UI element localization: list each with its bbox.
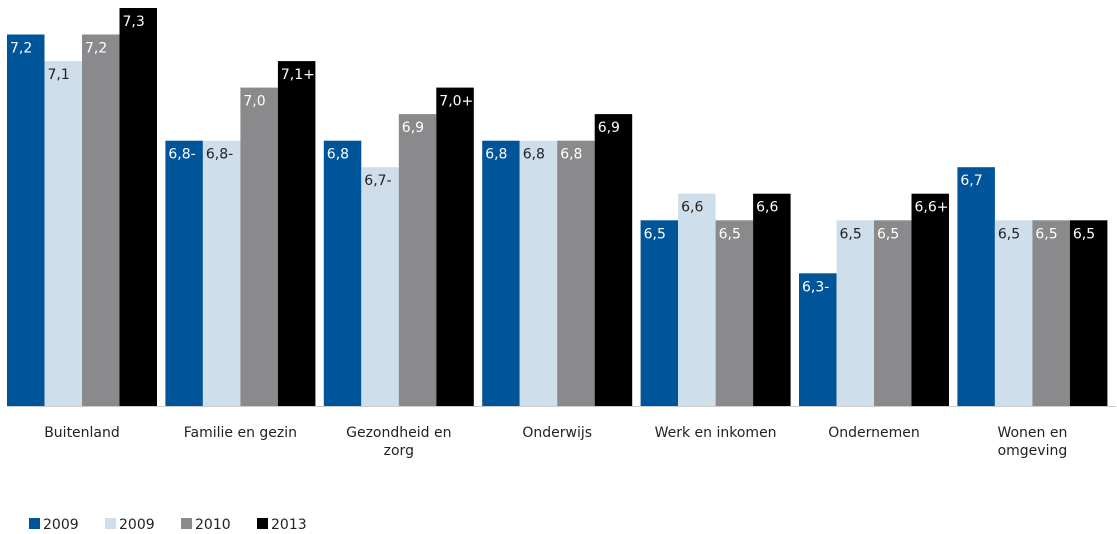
- bar: [436, 87, 474, 406]
- bar-labels-group: 7,2 7,1 7,2 7,3 6,8- 6,8- 7,0 7,1+ 6,8 6,7- 6,9 7,0…: [10, 14, 1095, 295]
- bar: [44, 61, 82, 406]
- bar: [994, 220, 1033, 406]
- bar-value-label: 6,8-: [168, 147, 195, 163]
- bar-value-label: 7,3: [123, 14, 145, 30]
- legend-swatch: [105, 518, 116, 529]
- bar-value-label: 6,7: [960, 173, 982, 189]
- legend-label: 2009: [119, 517, 155, 533]
- bar: [911, 193, 949, 406]
- category-label-line: Familie en gezin: [184, 425, 297, 441]
- bar: [557, 140, 595, 406]
- category-label: Ondernemen: [828, 425, 920, 441]
- bar-value-label: 6,6: [756, 200, 778, 216]
- bar-value-label: 7,0: [243, 94, 265, 110]
- bar-value-label: 6,8: [560, 147, 582, 163]
- category-label-line: Ondernemen: [828, 425, 920, 441]
- bar: [323, 140, 362, 406]
- bar-value-label: 7,1: [48, 67, 70, 83]
- bar: [240, 87, 278, 406]
- legend: 2009 2009 2010 2013: [29, 517, 307, 533]
- bar: [874, 220, 912, 406]
- legend-swatch: [181, 518, 192, 529]
- category-label-line: omgeving: [998, 443, 1068, 459]
- bar: [398, 114, 437, 406]
- bar-value-label: 6,9: [598, 120, 620, 136]
- category-label: Wonen en omgeving: [997, 425, 1067, 459]
- bar: [678, 193, 716, 406]
- legend-label: 2009: [43, 517, 79, 533]
- bar: [594, 114, 633, 406]
- bar: [202, 140, 241, 406]
- bar-value-label: 6,8: [523, 147, 545, 163]
- bar-value-label: 6,6: [681, 200, 703, 216]
- bar: [640, 220, 679, 406]
- category-label-line: Gezondheid en: [346, 425, 451, 441]
- category-label-line: Werk en inkomen: [655, 425, 777, 441]
- category-label-line: zorg: [384, 443, 414, 459]
- category-label: Familie en gezin: [184, 425, 297, 441]
- bar-value-label: 6,7-: [364, 173, 391, 189]
- bar: [7, 34, 45, 406]
- bar-value-label: 6,5: [840, 226, 862, 242]
- category-label: Gezondheid en zorg: [346, 425, 451, 459]
- bar: [119, 8, 157, 406]
- category-label: Buitenland: [44, 425, 120, 441]
- bar: [799, 273, 837, 406]
- bar-value-label: 7,0+: [439, 94, 473, 110]
- bar: [165, 140, 203, 406]
- bar: [277, 61, 316, 406]
- category-label-line: Buitenland: [44, 425, 120, 441]
- category-label: Werk en inkomen: [655, 425, 777, 441]
- bar: [361, 167, 399, 406]
- bar-value-label: 6,5: [1035, 226, 1057, 242]
- bar-value-label: 6,8: [327, 147, 349, 163]
- bar: [82, 34, 120, 406]
- bar-value-label: 6,5: [719, 226, 741, 242]
- category-label-line: Wonen en: [997, 425, 1067, 441]
- category-label-line: Onderwijs: [522, 425, 592, 441]
- bar-value-label: 6,8: [485, 147, 507, 163]
- bar-value-label: 6,5: [644, 226, 666, 242]
- legend-swatch: [257, 518, 268, 529]
- bar-value-label: 6,6+: [915, 200, 949, 216]
- bar: [482, 140, 520, 406]
- bar-value-label: 6,5: [1073, 226, 1095, 242]
- bar: [715, 220, 754, 406]
- bar-value-label: 7,2: [85, 41, 107, 57]
- bar-value-label: 6,5: [998, 226, 1020, 242]
- bar-value-label: 6,9: [402, 120, 424, 136]
- category-label: Onderwijs: [522, 425, 592, 441]
- bar-value-label: 7,1+: [281, 67, 315, 83]
- legend-swatch: [29, 518, 40, 529]
- bar: [519, 140, 558, 406]
- bar: [957, 167, 995, 406]
- bar: [753, 193, 791, 406]
- category-labels-group: Buitenland Familie en gezin Gezondheid en z…: [44, 425, 1067, 459]
- bar: [1032, 220, 1070, 406]
- bar: [1069, 220, 1108, 406]
- bar-value-label: 6,3-: [802, 279, 829, 295]
- bar-value-label: 7,2: [10, 41, 32, 57]
- bar: [836, 220, 874, 406]
- bars-group: [7, 8, 1108, 406]
- legend-label: 2013: [271, 517, 307, 533]
- bar-value-label: 6,8-: [206, 147, 233, 163]
- legend-label: 2010: [195, 517, 231, 533]
- bar-value-label: 6,5: [877, 226, 899, 242]
